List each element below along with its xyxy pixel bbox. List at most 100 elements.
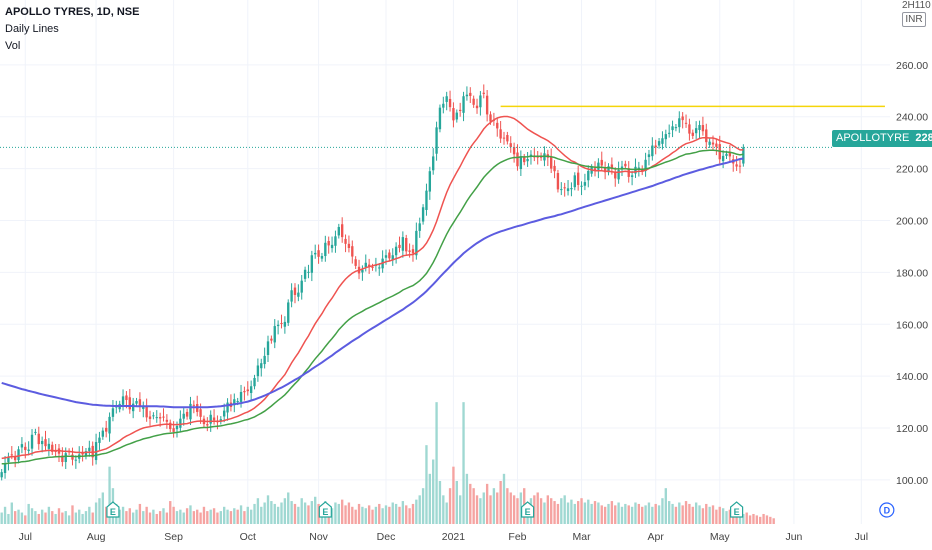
volume-bar [576,501,580,524]
volume-bar [728,509,732,524]
currency-selector[interactable]: 2H110 INR [902,0,931,27]
volume-bar [283,498,287,524]
volume-bar [752,513,755,524]
candle-body [131,403,135,412]
volume-bar [101,492,105,524]
volume-bar [44,512,47,524]
volume-bar [748,515,752,524]
volume-bar [462,402,465,524]
volume-bar [428,473,432,524]
y-tick-label: 120.00 [896,423,928,435]
candle-body [698,125,701,130]
last-price-symbol: APOLLOTYRE [836,132,910,144]
candle-body [512,147,516,155]
volume-bar [725,511,728,524]
candle-body [307,271,310,273]
volume-bar [91,512,94,524]
volume-bar [614,505,617,524]
candle-body [553,165,556,172]
volume-bar [435,402,438,524]
x-tick-label: Jul [19,531,32,543]
volume-bar [263,502,266,524]
candle-body [260,363,263,369]
volume-bar [405,505,408,524]
volume-bar [27,503,30,524]
volume-bar [388,506,391,524]
volume-bar [512,495,516,524]
volume-bar [81,513,84,524]
candle-body [603,167,607,173]
volume-bar [307,505,310,524]
volume-bar [570,499,573,524]
indicator-daily-lines[interactable]: Daily Lines [5,23,59,35]
candle-body [570,188,573,190]
volume-bar [155,513,158,524]
candle-body [209,414,212,424]
volume-bar [361,506,364,524]
volume-bar [303,502,307,524]
candle-body [347,243,351,248]
volume-bar [212,508,216,524]
volume-bar [566,502,570,524]
candle-body [421,207,425,222]
candle-body [3,463,7,474]
candle-body [644,159,647,172]
indicator-volume[interactable]: Vol [5,40,21,52]
candle-body [509,143,512,148]
candle-body [64,453,67,463]
candle-body [462,96,465,113]
y-tick-label: 220.00 [896,164,928,176]
candle-body [452,108,455,121]
volume-bar [674,506,678,524]
candle-body [148,416,152,419]
candle-body [354,259,357,266]
candle-body [600,159,603,166]
volume-bar [394,503,398,524]
candle-body [185,411,189,417]
candle-body [361,269,364,273]
candle-body [580,185,583,187]
candle-body [593,168,597,171]
candle-body [526,159,529,162]
volume-bar [721,508,725,524]
candle-body [701,125,705,132]
x-tick-label: Mar [572,531,591,543]
candle-body [401,237,405,251]
volume-bar [189,505,192,524]
volume-bar [47,506,51,524]
x-tick-label: May [710,531,731,543]
volume-bar [425,445,428,524]
candle-body [705,129,708,143]
candle-body [371,266,374,268]
candle-body [169,422,172,430]
volume-bar [266,495,270,524]
volume-bar [600,505,603,524]
candle-body [496,122,499,129]
candle-body [634,166,637,174]
candle-body [91,445,94,458]
candle-body [310,255,314,273]
candle-body [738,165,742,167]
volume-bar [475,495,479,524]
candle-body [287,302,290,323]
volume-bar [246,506,249,524]
candle-body [425,190,428,210]
currency-unit[interactable]: INR [902,12,926,27]
volume-bar [634,502,637,524]
earnings-marker [318,501,332,518]
volume-bar [479,498,482,524]
volume-bar [738,512,742,524]
candle-body [394,246,398,256]
candle-body [145,406,148,418]
volume-bar [742,513,745,524]
symbol-title[interactable]: APOLLO TYRES, 1D, NSE [5,6,140,18]
volume-bar [84,511,88,524]
candle-body [263,355,266,365]
candle-body [165,419,169,422]
volume-bar [34,511,37,524]
candle-body [502,137,506,139]
candle-body [273,326,276,343]
volume-bar [590,503,593,524]
